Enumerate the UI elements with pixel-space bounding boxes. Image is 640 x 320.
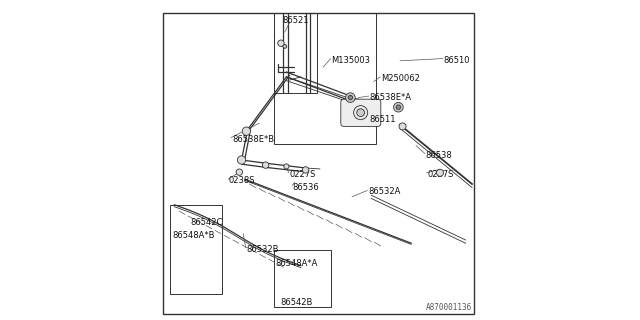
Text: 86532A: 86532A: [368, 188, 401, 196]
Circle shape: [357, 109, 365, 116]
Circle shape: [346, 93, 355, 102]
Text: 86511: 86511: [370, 116, 396, 124]
Circle shape: [283, 44, 287, 48]
Text: 86542C: 86542C: [191, 218, 223, 227]
Text: 86521: 86521: [283, 16, 309, 25]
Circle shape: [243, 127, 251, 135]
Text: 86538E*A: 86538E*A: [370, 93, 412, 102]
Text: 86510: 86510: [443, 56, 470, 65]
Text: 86542B: 86542B: [280, 298, 312, 307]
Circle shape: [303, 167, 309, 173]
Circle shape: [237, 156, 246, 164]
Text: 0227S: 0227S: [290, 170, 316, 179]
Text: 0238S: 0238S: [229, 176, 255, 185]
Circle shape: [348, 95, 353, 100]
Text: 86548A*B: 86548A*B: [173, 231, 215, 240]
Circle shape: [353, 106, 367, 120]
Text: 86532B: 86532B: [246, 245, 279, 254]
Text: 86548A*A: 86548A*A: [275, 260, 317, 268]
Text: 86538: 86538: [426, 151, 452, 160]
Circle shape: [394, 102, 403, 112]
Text: 0227S: 0227S: [428, 170, 454, 179]
Bar: [274, 13, 317, 93]
Text: 86538E*B: 86538E*B: [232, 135, 274, 144]
Text: M250062: M250062: [381, 74, 420, 83]
Circle shape: [278, 40, 284, 46]
Bar: [274, 250, 332, 307]
Text: 86536: 86536: [292, 183, 319, 192]
FancyBboxPatch shape: [340, 99, 381, 126]
Bar: [274, 13, 376, 144]
Circle shape: [399, 123, 406, 130]
Circle shape: [436, 169, 444, 176]
Text: A870001136: A870001136: [426, 303, 472, 312]
Circle shape: [236, 169, 243, 175]
Circle shape: [396, 105, 401, 109]
Circle shape: [284, 164, 289, 169]
Bar: [170, 205, 223, 294]
Text: M135003: M135003: [332, 56, 370, 65]
Circle shape: [262, 162, 269, 168]
